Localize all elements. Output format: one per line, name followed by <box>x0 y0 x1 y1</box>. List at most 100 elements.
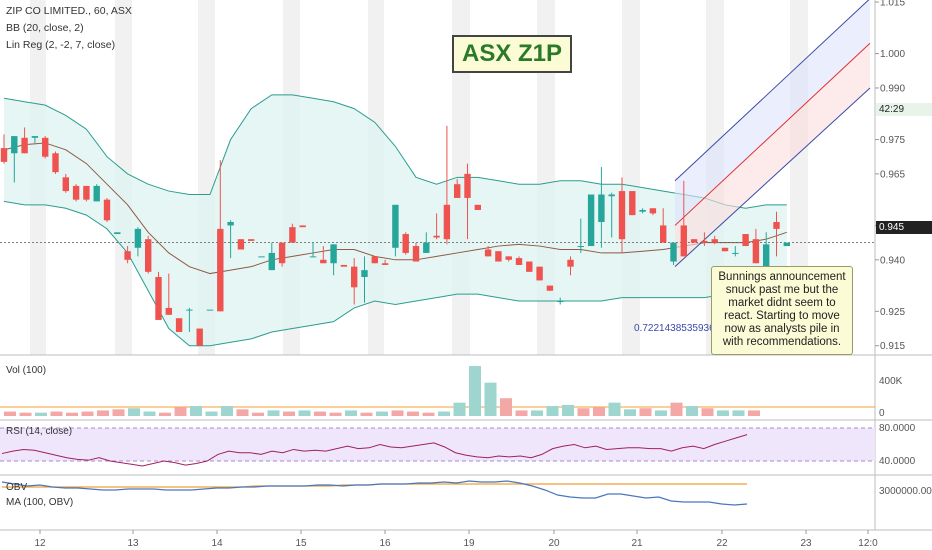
volume-bar <box>686 406 698 416</box>
candle-body <box>248 239 255 241</box>
candle-body <box>773 222 780 229</box>
candle-body <box>536 266 543 281</box>
volume-bar <box>546 406 559 416</box>
price-tick-label: 0.915 <box>880 341 905 352</box>
candle-body <box>670 242 677 262</box>
channel-upper-fill <box>675 0 870 226</box>
volume-bar <box>701 408 714 416</box>
candle-body <box>227 222 234 226</box>
volume-bar <box>81 411 94 416</box>
obv-ma-pane-label: MA (100, OBV) <box>6 497 73 508</box>
time-tick-label: 12:0 <box>858 538 878 549</box>
candle-body <box>598 194 605 223</box>
candle-body <box>52 153 59 173</box>
candle-body <box>196 328 203 346</box>
session-band-7 <box>622 0 640 355</box>
time-tick-label: 13 <box>127 538 139 549</box>
vol-pane-label: Vol (100) <box>6 365 46 376</box>
candle-body <box>557 301 564 303</box>
candle-body <box>299 225 306 228</box>
candle-body <box>186 309 193 311</box>
candle-body <box>690 239 698 243</box>
candle-body <box>381 263 389 265</box>
candle-body <box>711 239 718 243</box>
rsi-line <box>1 434 748 467</box>
candle-body <box>732 252 739 254</box>
volume-bar <box>593 407 605 416</box>
candle-body <box>0 148 8 162</box>
vol-tick-0: 0 <box>879 408 885 419</box>
countdown-tag: 42:29 <box>876 103 932 116</box>
axes: 1.0151.0000.9900.9750.9650.9500.9400.925… <box>34 0 905 549</box>
volume-bar <box>624 409 636 416</box>
candle-body <box>320 259 327 264</box>
time-tick-label: 16 <box>379 538 391 549</box>
price-tick-label: 0.940 <box>880 255 905 266</box>
volume-bar <box>608 402 621 416</box>
volume-bar <box>515 410 528 416</box>
volume-bar <box>190 406 202 416</box>
candle-body <box>330 244 337 264</box>
candle-body <box>371 256 378 264</box>
volume-bar <box>314 411 326 416</box>
volume-bar <box>143 411 156 416</box>
volume-bar <box>159 412 171 416</box>
channel-line-1 <box>674 42 871 226</box>
candle-body <box>587 194 595 247</box>
price-tick-label: 0.925 <box>880 307 905 318</box>
candle-body <box>237 239 245 250</box>
time-tick-label: 15 <box>295 538 307 549</box>
volume-bar <box>4 411 16 416</box>
candle-body <box>423 242 430 253</box>
time-tick-label: 20 <box>548 538 560 549</box>
volume-bar <box>732 410 745 416</box>
volume-bar <box>670 402 683 416</box>
volume-bar <box>267 410 280 416</box>
time-tick-label: 23 <box>800 538 812 549</box>
indicator-panes <box>0 0 932 531</box>
volume-bar <box>19 412 32 416</box>
candle-body <box>763 244 770 267</box>
bb-basis <box>3 142 787 275</box>
volume-bar <box>577 408 590 416</box>
volume-bar <box>298 410 311 416</box>
volume-bar <box>655 410 667 416</box>
volume-bar <box>376 411 388 416</box>
header-linreg: Lin Reg (2, -2, 7, close) <box>6 39 115 51</box>
time-tick-label: 21 <box>631 538 643 549</box>
price-tick-label: 0.990 <box>880 83 905 94</box>
candle-body <box>505 256 512 260</box>
volume-bar <box>748 410 760 416</box>
candle-body <box>484 249 492 257</box>
candle-body <box>217 228 224 312</box>
price-tick-label: 0.975 <box>880 135 905 146</box>
candle-body <box>114 232 121 235</box>
candle-body <box>268 252 275 271</box>
candle-body <box>361 270 368 277</box>
time-tick-label: 14 <box>211 538 223 549</box>
candle-body <box>639 209 646 212</box>
candle-body <box>62 177 69 192</box>
obv-pane-label: OBV <box>6 482 27 493</box>
volume-bar <box>438 411 450 416</box>
rsi-pane-label: RSI (14, close) <box>6 426 72 437</box>
volume-bar <box>422 412 435 416</box>
candle-body <box>206 309 214 311</box>
linreg-channel <box>0 0 875 268</box>
candle-body <box>289 227 296 243</box>
candle-body <box>155 276 162 320</box>
candle-body <box>474 204 481 210</box>
candle-body <box>11 136 18 154</box>
channel-lower-fill <box>675 43 870 267</box>
volume-bar <box>221 406 233 416</box>
price-tick-label: 0.965 <box>880 169 905 180</box>
annotation-callout[interactable]: Bunnings announcement snuck past me but … <box>711 266 853 355</box>
volume-bar <box>500 398 512 416</box>
candlestick-series[interactable] <box>0 125 790 346</box>
candle-body <box>742 234 749 247</box>
candle-body <box>577 246 584 248</box>
candle-body <box>680 225 687 257</box>
volume-bar <box>97 410 109 416</box>
candle-body <box>175 318 183 332</box>
